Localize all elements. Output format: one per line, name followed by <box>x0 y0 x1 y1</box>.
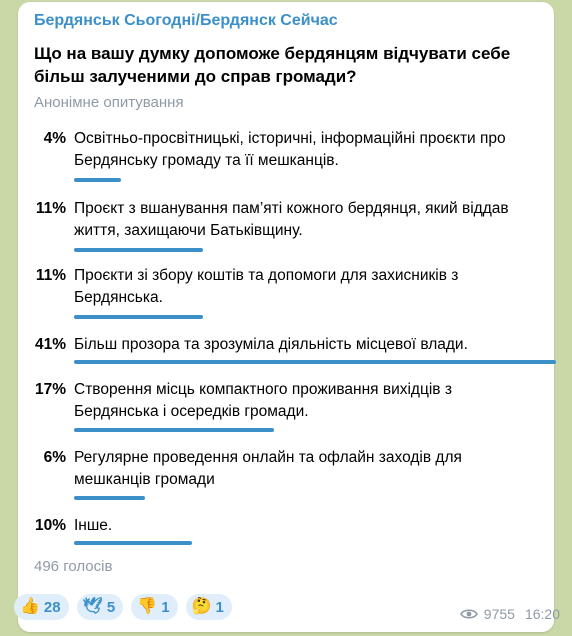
option-percent: 17% <box>34 381 66 398</box>
option-percent: 11% <box>35 267 66 284</box>
option-text: Проєкт з вшанування пам’яті кожного берд… <box>74 200 509 239</box>
option-bar <box>74 315 203 319</box>
option-text: Більш прозора та зрозуміла діяльність мі… <box>74 336 468 353</box>
reaction-count: 1 <box>215 598 224 616</box>
dove-icon: 🕊 <box>82 598 103 615</box>
option-bar <box>74 248 203 252</box>
option-text: Освітньо-просвітницькі, історичні, інфор… <box>74 130 506 169</box>
option-text: Регулярне проведення онлайн та офлайн за… <box>74 449 462 488</box>
option-bar <box>74 178 121 182</box>
option-text: Інше. <box>74 517 113 534</box>
reaction-thumbs-up[interactable]: 👍 28 <box>14 594 69 620</box>
vote-count: 496 голосів <box>34 558 113 575</box>
option-percent: 10% <box>34 517 66 534</box>
view-count: 9755 <box>483 606 515 622</box>
option-bar <box>74 496 145 500</box>
reaction-thumbs-down[interactable]: 👎 1 <box>131 594 178 620</box>
option-bar <box>74 360 556 364</box>
option-percent: 4% <box>43 130 66 147</box>
option-bar <box>74 541 192 545</box>
reaction-count: 1 <box>161 598 170 616</box>
reaction-count: 28 <box>43 598 61 616</box>
message-bubble: Бердянськ Сьогодні/Бердянск Сейчас Що на… <box>18 2 556 632</box>
message-time: 16:20 <box>524 606 560 622</box>
option-percent: 11% <box>35 200 66 217</box>
option-bar <box>74 428 274 432</box>
option-percent: 41% <box>34 336 66 353</box>
thumbs-up-icon: 👍 <box>20 598 40 615</box>
thinking-face-icon: 🤔 <box>191 598 212 615</box>
channel-name[interactable]: Бердянськ Сьогодні/Бердянск Сейчас <box>34 12 338 29</box>
eye-icon <box>459 609 478 619</box>
reactions-bar: 👍 28 🕊 5 👎 1 🤔 1 <box>14 594 232 620</box>
thumbs-down-icon: 👎 <box>137 598 158 615</box>
message-meta: 9755 16:20 <box>459 606 560 622</box>
poll-type-label: Анонімне опитування <box>34 94 184 111</box>
reaction-count: 5 <box>106 598 116 616</box>
poll-question: Що на вашу думку допоможе бердянцям відч… <box>34 44 511 86</box>
reaction-dove[interactable]: 🕊 5 <box>76 594 124 620</box>
reaction-thinking[interactable]: 🤔 1 <box>185 594 232 620</box>
option-text: Створення місць компактного проживання в… <box>74 381 452 420</box>
option-percent: 6% <box>43 449 66 466</box>
option-text: Проєкти зі збору коштів та допомоги для … <box>74 267 459 306</box>
